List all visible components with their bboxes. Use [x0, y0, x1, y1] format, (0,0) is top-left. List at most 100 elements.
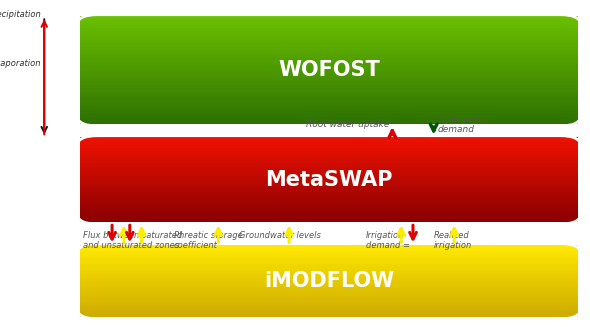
- FancyBboxPatch shape: [80, 205, 578, 207]
- FancyBboxPatch shape: [80, 178, 578, 180]
- FancyBboxPatch shape: [80, 180, 578, 181]
- FancyBboxPatch shape: [80, 296, 578, 297]
- FancyBboxPatch shape: [80, 40, 578, 42]
- FancyBboxPatch shape: [80, 266, 578, 267]
- FancyBboxPatch shape: [80, 195, 578, 197]
- FancyBboxPatch shape: [80, 311, 578, 313]
- FancyBboxPatch shape: [80, 153, 578, 154]
- FancyBboxPatch shape: [80, 175, 578, 177]
- FancyBboxPatch shape: [80, 60, 578, 62]
- FancyBboxPatch shape: [80, 290, 578, 291]
- Text: Crop water
demand: Crop water demand: [438, 114, 487, 134]
- FancyBboxPatch shape: [80, 188, 578, 190]
- FancyBboxPatch shape: [80, 44, 578, 46]
- FancyBboxPatch shape: [80, 260, 578, 261]
- FancyBboxPatch shape: [80, 118, 578, 120]
- FancyBboxPatch shape: [80, 197, 578, 198]
- FancyBboxPatch shape: [80, 281, 578, 283]
- FancyBboxPatch shape: [80, 309, 578, 310]
- FancyBboxPatch shape: [80, 274, 578, 275]
- FancyBboxPatch shape: [80, 168, 578, 170]
- Text: Flux between saturated
and unsaturated zones: Flux between saturated and unsaturated z…: [83, 231, 182, 250]
- Text: iMODFLOW: iMODFLOW: [264, 271, 394, 291]
- FancyBboxPatch shape: [80, 271, 578, 273]
- Text: MetaSWAP: MetaSWAP: [265, 170, 393, 190]
- FancyBboxPatch shape: [80, 304, 578, 306]
- FancyBboxPatch shape: [80, 261, 578, 263]
- FancyBboxPatch shape: [80, 109, 578, 111]
- FancyBboxPatch shape: [80, 143, 578, 144]
- FancyBboxPatch shape: [80, 70, 578, 73]
- FancyBboxPatch shape: [80, 287, 578, 288]
- FancyBboxPatch shape: [80, 173, 578, 175]
- FancyBboxPatch shape: [80, 38, 578, 40]
- FancyBboxPatch shape: [80, 293, 578, 294]
- FancyBboxPatch shape: [80, 116, 578, 118]
- FancyBboxPatch shape: [80, 113, 578, 116]
- FancyBboxPatch shape: [80, 183, 578, 185]
- FancyBboxPatch shape: [80, 62, 578, 64]
- Text: Evaporation: Evaporation: [0, 59, 41, 68]
- FancyBboxPatch shape: [80, 202, 578, 204]
- FancyBboxPatch shape: [80, 16, 578, 19]
- FancyBboxPatch shape: [80, 120, 578, 122]
- FancyBboxPatch shape: [80, 251, 578, 252]
- FancyBboxPatch shape: [80, 283, 578, 284]
- FancyBboxPatch shape: [80, 284, 578, 285]
- Text: Precipitation: Precipitation: [0, 10, 41, 19]
- FancyBboxPatch shape: [80, 156, 578, 158]
- FancyBboxPatch shape: [80, 164, 578, 166]
- FancyBboxPatch shape: [80, 211, 578, 212]
- FancyBboxPatch shape: [80, 198, 578, 200]
- FancyBboxPatch shape: [80, 219, 578, 221]
- FancyBboxPatch shape: [80, 299, 578, 300]
- FancyBboxPatch shape: [80, 214, 578, 215]
- FancyBboxPatch shape: [80, 212, 578, 214]
- FancyBboxPatch shape: [80, 139, 578, 141]
- FancyBboxPatch shape: [80, 107, 578, 109]
- FancyBboxPatch shape: [80, 264, 578, 266]
- FancyBboxPatch shape: [80, 160, 578, 161]
- FancyBboxPatch shape: [80, 51, 578, 53]
- FancyBboxPatch shape: [80, 29, 578, 31]
- Text: Phreatic storage
coefficient: Phreatic storage coefficient: [174, 231, 243, 250]
- FancyBboxPatch shape: [80, 21, 578, 23]
- FancyBboxPatch shape: [80, 254, 578, 255]
- FancyBboxPatch shape: [80, 307, 578, 309]
- FancyBboxPatch shape: [80, 36, 578, 38]
- FancyBboxPatch shape: [80, 137, 578, 139]
- Text: WOFOST: WOFOST: [278, 60, 380, 80]
- FancyBboxPatch shape: [80, 257, 578, 258]
- FancyBboxPatch shape: [80, 103, 578, 105]
- FancyBboxPatch shape: [80, 105, 578, 107]
- FancyBboxPatch shape: [80, 23, 578, 25]
- FancyBboxPatch shape: [80, 57, 578, 60]
- FancyBboxPatch shape: [80, 301, 578, 303]
- FancyBboxPatch shape: [80, 248, 578, 250]
- FancyBboxPatch shape: [80, 187, 578, 188]
- FancyBboxPatch shape: [80, 291, 578, 293]
- FancyBboxPatch shape: [80, 81, 578, 83]
- FancyBboxPatch shape: [80, 147, 578, 149]
- FancyBboxPatch shape: [80, 209, 578, 211]
- FancyBboxPatch shape: [80, 297, 578, 299]
- FancyBboxPatch shape: [80, 144, 578, 146]
- FancyBboxPatch shape: [80, 280, 578, 281]
- FancyBboxPatch shape: [80, 217, 578, 219]
- FancyBboxPatch shape: [80, 122, 578, 124]
- FancyBboxPatch shape: [80, 100, 578, 103]
- FancyBboxPatch shape: [80, 294, 578, 296]
- FancyBboxPatch shape: [80, 207, 578, 209]
- FancyBboxPatch shape: [80, 158, 578, 160]
- FancyBboxPatch shape: [80, 285, 578, 287]
- FancyBboxPatch shape: [80, 314, 578, 316]
- FancyBboxPatch shape: [80, 68, 578, 70]
- FancyBboxPatch shape: [80, 73, 578, 75]
- FancyBboxPatch shape: [80, 64, 578, 66]
- FancyBboxPatch shape: [80, 34, 578, 36]
- FancyBboxPatch shape: [80, 53, 578, 55]
- FancyBboxPatch shape: [80, 163, 578, 164]
- FancyBboxPatch shape: [80, 166, 578, 168]
- FancyBboxPatch shape: [80, 270, 578, 271]
- FancyBboxPatch shape: [80, 177, 578, 178]
